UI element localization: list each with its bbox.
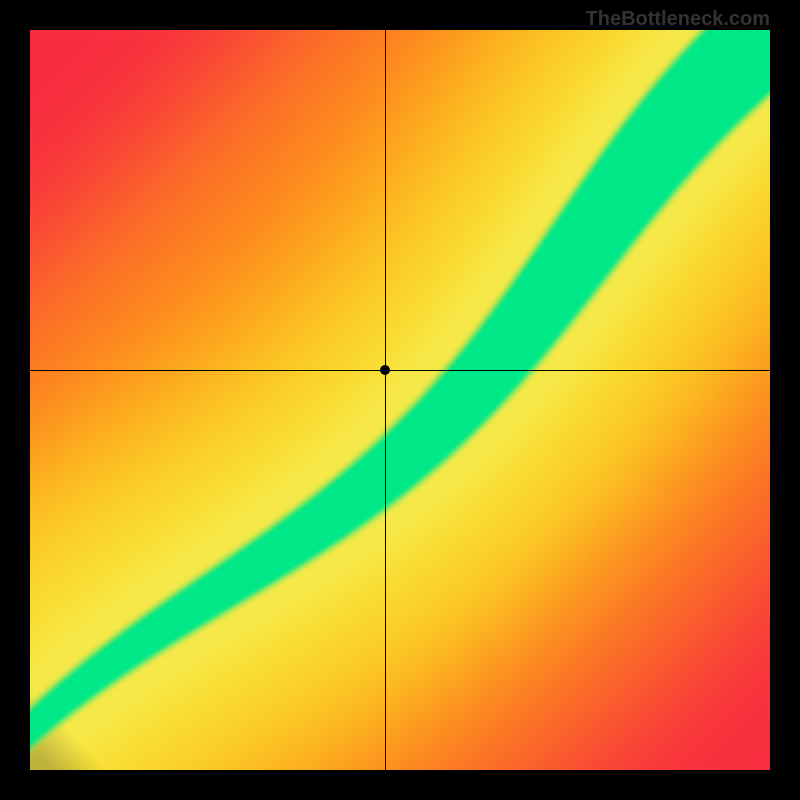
plot-area: [30, 30, 770, 770]
crosshair-vertical: [385, 30, 386, 770]
watermark-text: TheBottleneck.com: [586, 8, 770, 31]
crosshair-horizontal: [30, 370, 770, 371]
heatmap-canvas: [30, 30, 770, 770]
marker-dot: [380, 365, 390, 375]
